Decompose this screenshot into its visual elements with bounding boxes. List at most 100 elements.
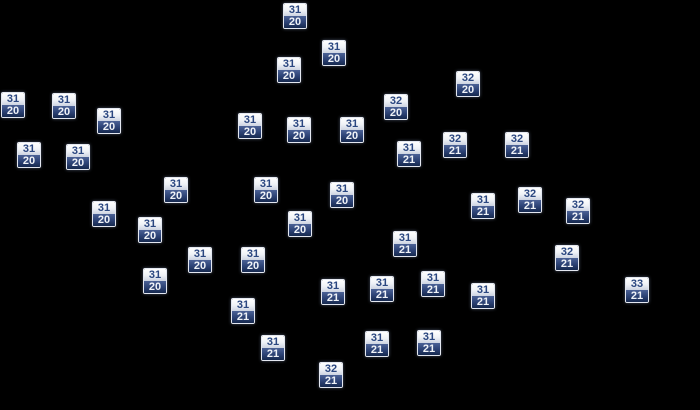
- low-temp-value: 20: [18, 155, 40, 167]
- low-temp-value: 21: [472, 296, 494, 308]
- high-temp-value: 31: [398, 142, 420, 154]
- temp-marker[interactable]: 31 20: [1, 92, 25, 118]
- high-temp-value: 32: [320, 363, 342, 375]
- low-temp-value: 21: [506, 145, 528, 157]
- temp-marker[interactable]: 31 20: [330, 182, 354, 208]
- temp-marker[interactable]: 31 20: [143, 268, 167, 294]
- low-temp-value: 21: [556, 258, 578, 270]
- temp-marker[interactable]: 31 20: [164, 177, 188, 203]
- high-temp-value: 31: [53, 94, 75, 106]
- low-temp-value: 20: [165, 190, 187, 202]
- high-temp-value: 32: [457, 72, 479, 84]
- temp-marker[interactable]: 31 21: [261, 335, 285, 361]
- low-temp-value: 20: [331, 195, 353, 207]
- temp-marker[interactable]: 32 21: [518, 187, 542, 213]
- high-temp-value: 31: [472, 194, 494, 206]
- low-temp-value: 20: [139, 230, 161, 242]
- high-temp-value: 31: [2, 93, 24, 105]
- high-temp-value: 31: [255, 178, 277, 190]
- temp-marker[interactable]: 31 20: [92, 201, 116, 227]
- temp-marker[interactable]: 31 21: [471, 283, 495, 309]
- low-temp-value: 20: [242, 260, 264, 272]
- temp-marker[interactable]: 32 21: [505, 132, 529, 158]
- temp-marker[interactable]: 31 21: [471, 193, 495, 219]
- temp-marker[interactable]: 31 20: [288, 211, 312, 237]
- temp-marker[interactable]: 31 20: [340, 117, 364, 143]
- temp-marker[interactable]: 31 20: [241, 247, 265, 273]
- high-temp-value: 32: [567, 199, 589, 211]
- low-temp-value: 20: [278, 70, 300, 82]
- temp-marker[interactable]: 32 21: [555, 245, 579, 271]
- low-temp-value: 20: [189, 260, 211, 272]
- temp-marker[interactable]: 32 21: [566, 198, 590, 224]
- low-temp-value: 20: [457, 84, 479, 96]
- temp-marker[interactable]: 31 20: [238, 113, 262, 139]
- high-temp-value: 31: [232, 299, 254, 311]
- high-temp-value: 32: [556, 246, 578, 258]
- high-temp-value: 31: [323, 41, 345, 53]
- high-temp-value: 31: [67, 145, 89, 157]
- temp-marker[interactable]: 31 21: [365, 331, 389, 357]
- high-temp-value: 31: [288, 118, 310, 130]
- temp-marker[interactable]: 31 20: [277, 57, 301, 83]
- low-temp-value: 21: [398, 154, 420, 166]
- low-temp-value: 21: [567, 211, 589, 223]
- temp-marker[interactable]: 31 20: [287, 117, 311, 143]
- low-temp-value: 21: [519, 200, 541, 212]
- high-temp-value: 31: [144, 269, 166, 281]
- high-temp-value: 31: [422, 272, 444, 284]
- low-temp-value: 20: [255, 190, 277, 202]
- temp-marker[interactable]: 31 20: [322, 40, 346, 66]
- low-temp-value: 21: [320, 375, 342, 387]
- high-temp-value: 32: [444, 133, 466, 145]
- low-temp-value: 20: [53, 106, 75, 118]
- high-temp-value: 31: [242, 248, 264, 260]
- temp-marker[interactable]: 32 21: [319, 362, 343, 388]
- temp-marker[interactable]: 32 20: [456, 71, 480, 97]
- low-temp-value: 21: [232, 311, 254, 323]
- temp-marker[interactable]: 31 21: [397, 141, 421, 167]
- temp-marker[interactable]: 31 20: [188, 247, 212, 273]
- temp-marker[interactable]: 31 21: [321, 279, 345, 305]
- temp-marker[interactable]: 31 21: [231, 298, 255, 324]
- high-temp-value: 31: [98, 109, 120, 121]
- high-temp-value: 31: [18, 143, 40, 155]
- low-temp-value: 21: [394, 244, 416, 256]
- temp-marker[interactable]: 31 20: [97, 108, 121, 134]
- temp-marker[interactable]: 31 20: [52, 93, 76, 119]
- high-temp-value: 31: [189, 248, 211, 260]
- low-temp-value: 21: [322, 292, 344, 304]
- temp-marker[interactable]: 31 20: [254, 177, 278, 203]
- low-temp-value: 20: [67, 157, 89, 169]
- low-temp-value: 20: [144, 281, 166, 293]
- high-temp-value: 31: [341, 118, 363, 130]
- low-temp-value: 20: [323, 53, 345, 65]
- high-temp-value: 31: [366, 332, 388, 344]
- high-temp-value: 31: [165, 178, 187, 190]
- temp-marker[interactable]: 32 21: [443, 132, 467, 158]
- temp-marker[interactable]: 31 21: [421, 271, 445, 297]
- low-temp-value: 21: [366, 344, 388, 356]
- low-temp-value: 21: [371, 289, 393, 301]
- temp-marker[interactable]: 31 20: [138, 217, 162, 243]
- temp-marker[interactable]: 31 20: [283, 3, 307, 29]
- high-temp-value: 32: [519, 188, 541, 200]
- low-temp-value: 21: [472, 206, 494, 218]
- low-temp-value: 20: [385, 107, 407, 119]
- low-temp-value: 21: [418, 343, 440, 355]
- temp-marker[interactable]: 31 21: [393, 231, 417, 257]
- temp-marker[interactable]: 33 21: [625, 277, 649, 303]
- temp-marker[interactable]: 31 20: [17, 142, 41, 168]
- low-temp-value: 20: [239, 126, 261, 138]
- temp-marker[interactable]: 32 20: [384, 94, 408, 120]
- low-temp-value: 20: [289, 224, 311, 236]
- temp-marker[interactable]: 31 20: [66, 144, 90, 170]
- low-temp-value: 20: [288, 130, 310, 142]
- low-temp-value: 20: [341, 130, 363, 142]
- temp-marker[interactable]: 31 21: [417, 330, 441, 356]
- high-temp-value: 31: [262, 336, 284, 348]
- high-temp-value: 31: [394, 232, 416, 244]
- temp-marker[interactable]: 31 21: [370, 276, 394, 302]
- low-temp-value: 20: [93, 214, 115, 226]
